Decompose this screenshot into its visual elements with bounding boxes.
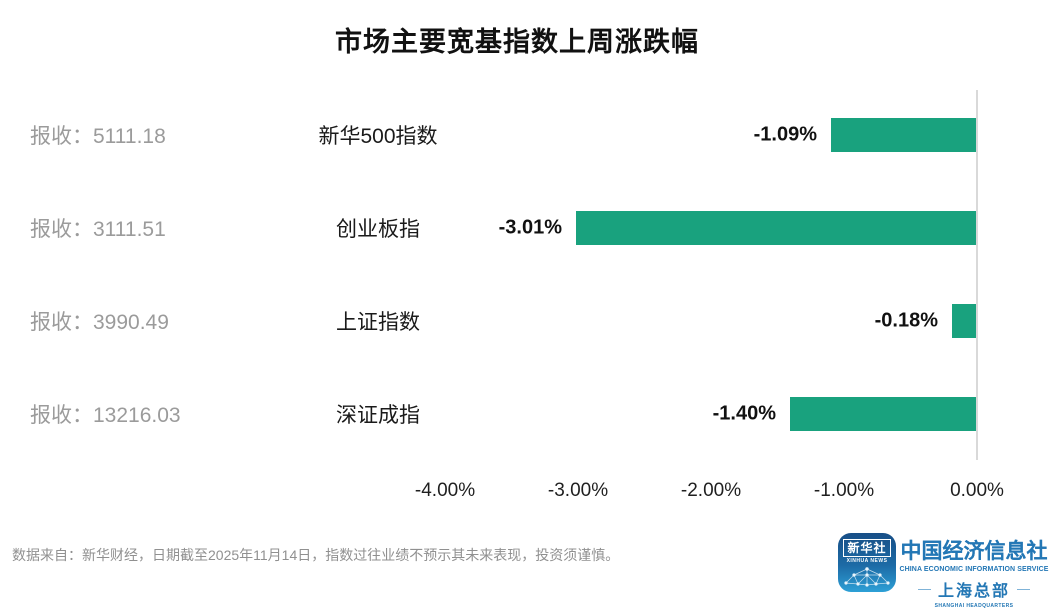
source-footnote: 数据来自：新华财经，日期截至2025年11月14日，指数过往业绩不预示其未来表现… xyxy=(12,547,620,563)
change-bar xyxy=(952,304,976,338)
index-name: 上证指数 xyxy=(336,311,420,334)
x-axis-tick-label: 0.00% xyxy=(950,480,1004,501)
change-bar xyxy=(790,397,976,431)
x-axis-tick-label: -2.00% xyxy=(680,480,742,501)
close-value: 报收：3111.51 xyxy=(30,218,166,241)
axis-zero-line xyxy=(976,90,978,460)
branch-row: 上海总部 xyxy=(899,577,1049,601)
index-name: 创业板指 xyxy=(336,218,420,241)
xinhua-logo-subtitle: XINHUA NEWS xyxy=(846,558,888,564)
index-name: 新华500指数 xyxy=(318,125,438,148)
org-name-cn: 中国经济信息社 xyxy=(899,535,1049,565)
x-axis-tick-label: -4.00% xyxy=(414,480,476,501)
index-name: 深证成指 xyxy=(336,404,420,427)
x-axis-tick-label: -1.00% xyxy=(813,480,875,501)
left-rule-decoration xyxy=(917,588,931,590)
close-value: 报收：13216.03 xyxy=(30,404,181,427)
branch-name-cn: 上海总部 xyxy=(937,583,1010,600)
org-name-en: CHINA ECONOMIC INFORMATION SERVICE xyxy=(899,566,1049,573)
change-value-label: -3.01% xyxy=(498,216,562,239)
network-globe-icon xyxy=(844,567,890,587)
branch-name-en: SHANGHAI HEADQUARTERS xyxy=(934,603,1014,609)
x-axis-tick-label: -3.00% xyxy=(547,480,609,501)
chart-title: 市场主要宽基指数上周涨跌幅 xyxy=(335,27,699,57)
right-rule-decoration xyxy=(1017,588,1030,590)
xinhua-logo-title: 新华社 xyxy=(843,539,891,557)
change-bar xyxy=(831,118,976,152)
change-value-label: -1.40% xyxy=(712,402,776,425)
change-value-label: -0.18% xyxy=(874,309,938,332)
close-value: 报收：3990.49 xyxy=(30,311,169,334)
xinhua-news-logo: 新华社 XINHUA NEWS xyxy=(838,533,896,592)
close-value: 报收：5111.18 xyxy=(30,125,166,148)
change-bar xyxy=(576,211,976,245)
change-value-label: -1.09% xyxy=(753,123,817,146)
org-branding-block: 中国经济信息社 CHINA ECONOMIC INFORMATION SERVI… xyxy=(899,535,1049,609)
